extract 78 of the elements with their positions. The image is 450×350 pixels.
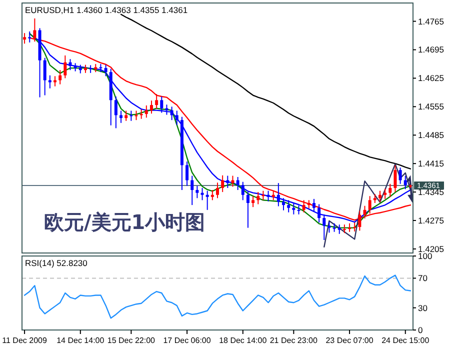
x-tick-label: 18 Dec 14:00 — [219, 336, 268, 345]
candlestick — [231, 175, 234, 188]
candlestick — [120, 110, 123, 124]
candlestick — [160, 96, 164, 114]
candlestick — [64, 54, 67, 79]
y-tick-label: 70 — [418, 273, 428, 284]
line-series — [324, 163, 412, 248]
candlestick — [186, 161, 189, 186]
candlestick — [54, 76, 57, 87]
candlestick — [394, 164, 397, 193]
candlestick — [226, 175, 230, 188]
line-series — [120, 14, 412, 170]
candlestick — [398, 167, 402, 184]
candlestick — [404, 175, 407, 190]
candlestick — [175, 110, 178, 126]
x-tick-label: 21 Dec 23:00 — [270, 336, 318, 345]
candlestick — [266, 190, 270, 202]
chart-title: EURUSD,H1 1.4360 1.4363 1.4355 1.4361 — [25, 5, 188, 15]
y-tick-label: 1.4415 — [418, 158, 444, 169]
y-tick-label: 1.4555 — [418, 102, 444, 112]
candlestick — [28, 30, 32, 43]
candlestick — [124, 110, 128, 122]
candlestick — [155, 94, 158, 110]
y-tick-label: 100 — [418, 251, 432, 261]
line-series — [24, 274, 412, 319]
candlestick — [328, 221, 331, 234]
candlestick — [114, 96, 118, 129]
candlestick — [236, 176, 240, 190]
candlestick — [190, 175, 194, 206]
candlestick — [210, 189, 214, 201]
candlestick — [68, 58, 72, 71]
candlestick — [165, 104, 168, 116]
candlestick — [241, 181, 244, 201]
x-tick-label: 14 Dec 14:00 — [56, 336, 105, 345]
candlestick — [338, 224, 341, 234]
x-tick-label: 11 Dec 2009 — [2, 336, 48, 345]
annotation: 欧元/美元1小时图 — [44, 210, 206, 234]
candlestick — [292, 202, 296, 215]
candlestick — [378, 190, 382, 203]
candlestick — [104, 64, 108, 77]
candlestick — [252, 196, 255, 208]
candlestick — [200, 187, 204, 201]
candlestick — [48, 74, 52, 89]
candlestick — [216, 182, 219, 199]
candlestick — [388, 183, 392, 198]
x-tick-label: 15 Dec 22:00 — [107, 336, 156, 345]
candlestick — [221, 174, 224, 193]
y-tick-label: 1.4695 — [418, 44, 444, 55]
candlestick — [170, 106, 174, 121]
y-tick-label: 0 — [418, 325, 423, 335]
x-tick-label: 24 Dec 15:00 — [382, 336, 430, 345]
y-tick-label: 1.4275 — [418, 215, 444, 226]
candlestick — [134, 110, 138, 121]
candlestick — [144, 104, 148, 118]
chart-title: RSI(14) 52.8230 — [25, 258, 88, 268]
candlestick — [196, 185, 199, 199]
candlestick — [206, 190, 209, 210]
y-tick-label: 30 — [418, 302, 428, 313]
y-tick-label: 1.4765 — [418, 16, 444, 26]
candlestick — [272, 190, 275, 201]
candlestick — [256, 192, 260, 205]
y-tick-label: 1.4205 — [418, 244, 444, 254]
x-tick-label: 17 Dec 06:00 — [163, 336, 212, 345]
candlestick — [384, 188, 387, 200]
candlestick — [287, 200, 290, 213]
candlestick — [58, 70, 62, 85]
candlestick — [43, 57, 46, 96]
candlestick — [302, 200, 306, 213]
candlestick — [312, 198, 316, 212]
candlestick — [130, 110, 133, 122]
candlestick — [276, 182, 280, 207]
candlestick — [150, 100, 153, 114]
candlestick — [368, 196, 372, 214]
candlestick — [23, 32, 26, 44]
x-tick-label: 23 Dec 07:00 — [326, 336, 374, 345]
y-tick-label: 1.4485 — [418, 130, 444, 140]
candlestick — [282, 198, 286, 211]
y-tick-label: 1.4625 — [418, 73, 444, 84]
